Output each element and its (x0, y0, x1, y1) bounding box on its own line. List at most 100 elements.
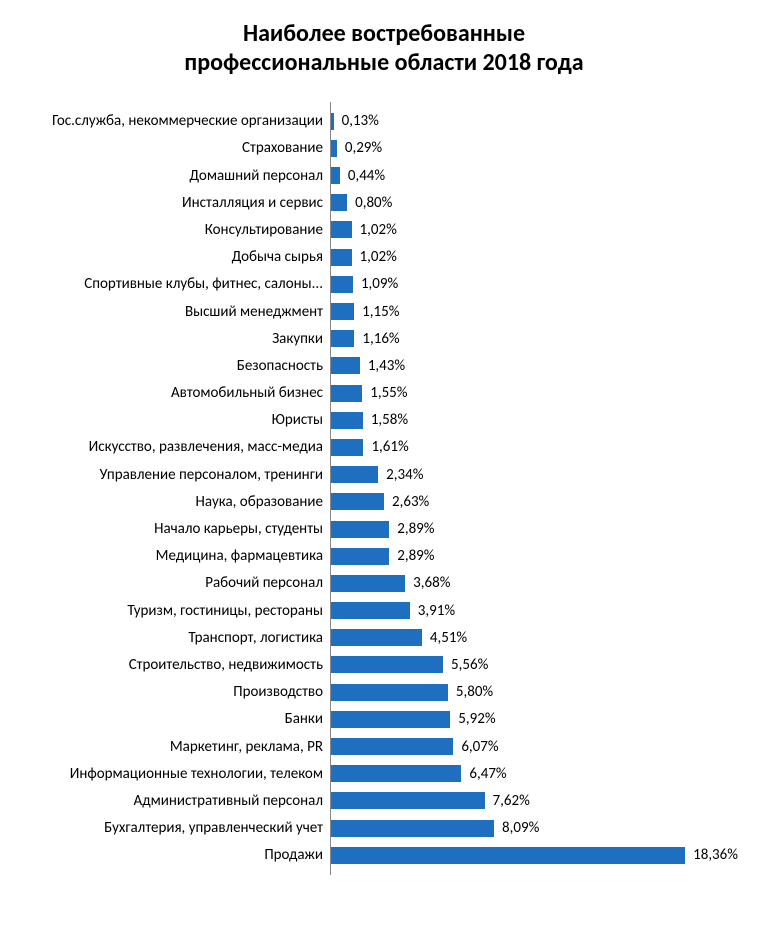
category-label: Безопасность (237, 357, 323, 375)
category-label: Медицина, фармацевтика (156, 547, 323, 565)
bar-row: Автомобильный бизнес1,55% (331, 379, 738, 406)
value-label: 4,51% (430, 629, 467, 647)
value-label: 1,16% (362, 330, 399, 348)
value-label: 8,09% (502, 819, 539, 837)
value-label: 1,09% (361, 275, 398, 293)
bar (331, 466, 378, 483)
category-label: Домашний персонал (189, 167, 323, 185)
bar-row: Транспорт, логистика4,51% (331, 624, 738, 651)
bar-row: Информационные технологии, телеком6,47% (331, 760, 738, 787)
category-label: Добыча сырья (232, 248, 323, 266)
value-label: 1,15% (362, 303, 399, 321)
bar-row: Медицина, фармацевтика2,89% (331, 543, 738, 570)
value-label: 2,63% (392, 493, 429, 511)
bar (331, 738, 453, 755)
category-label: Гос.служба, некоммерческие организации (52, 112, 323, 130)
bar (331, 140, 337, 157)
bar-row: Закупки1,16% (331, 325, 738, 352)
value-label: 1,55% (370, 384, 407, 402)
category-label: Банки (285, 710, 323, 728)
bar-row: Производство5,80% (331, 679, 738, 706)
bar-row: Страхование0,29% (331, 135, 738, 162)
bar-row: Гос.служба, некоммерческие организации0,… (331, 108, 738, 135)
bar (331, 847, 685, 864)
category-label: Производство (233, 683, 323, 701)
category-label: Туризм, гостиницы, рестораны (127, 602, 323, 620)
bar (331, 385, 362, 402)
category-label: Наука, образование (196, 493, 323, 511)
bar (331, 493, 384, 510)
chart-area: Гос.служба, некоммерческие организации 0,… (30, 102, 738, 875)
value-label: 5,56% (451, 656, 488, 674)
category-label: Спортивные клубы, фитнес, салоны... (84, 275, 323, 293)
bar (331, 439, 363, 456)
bar (331, 303, 354, 320)
bar (331, 412, 363, 429)
bar (331, 113, 334, 130)
bar-row: Рабочий персонал3,68% (331, 570, 738, 597)
bar (331, 357, 360, 374)
bar-row: Управление персоналом, тренинги2,34% (331, 461, 738, 488)
bar-row: Строительство, недвижимость5,56% (331, 651, 738, 678)
bar (331, 820, 494, 837)
bar (331, 575, 405, 592)
bar (331, 521, 389, 538)
value-label: 5,80% (456, 683, 493, 701)
value-label: 18,36% (693, 846, 738, 864)
value-label: 0,80% (355, 194, 392, 212)
value-label: 1,43% (368, 357, 405, 375)
category-label: Закупки (272, 330, 323, 348)
bar (331, 221, 352, 238)
value-label: 1,02% (360, 248, 397, 266)
category-label: Высший менеджмент (185, 303, 323, 321)
value-label: 1,61% (371, 438, 408, 456)
bar-row: Банки5,92% (331, 706, 738, 733)
value-label: 6,07% (461, 738, 498, 756)
category-label: Искусство, развлечения, масс-медиа (89, 438, 323, 456)
chart-title: Наиболее востребованные профессиональные… (30, 20, 738, 78)
bar-row: Начало карьеры, студенты2,89% (331, 515, 738, 542)
bar-row: Инсталляция и сервис0,80% (331, 189, 738, 216)
bar (331, 548, 389, 565)
value-label: 6,47% (469, 765, 506, 783)
value-label: 1,02% (360, 221, 397, 239)
value-label: 7,62% (493, 792, 530, 810)
bar-row: Домашний персонал0,44% (331, 162, 738, 189)
value-label: 3,91% (418, 602, 455, 620)
value-label: 0,13% (342, 112, 379, 130)
bar (331, 792, 485, 809)
category-label: Начало карьеры, студенты (154, 520, 323, 538)
bar (331, 602, 410, 619)
value-label: 5,92% (458, 710, 495, 728)
bar (331, 656, 443, 673)
bar (331, 194, 347, 211)
category-label: Инсталляция и сервис (182, 194, 323, 212)
bar (331, 276, 353, 293)
category-label: Транспорт, логистика (188, 629, 323, 647)
category-label: Строительство, недвижимость (129, 656, 323, 674)
bar (331, 711, 450, 728)
bar-row: Маркетинг, реклама, PR6,07% (331, 733, 738, 760)
bar-row: Высший менеджмент1,15% (331, 298, 738, 325)
bar-row: Наука, образование2,63% (331, 488, 738, 515)
value-label: 2,89% (397, 547, 434, 565)
bar-row: Продажи18,36% (331, 842, 738, 869)
value-label: 2,89% (397, 520, 434, 538)
bar-row: Искусство, развлечения, масс-медиа1,61% (331, 434, 738, 461)
chart-plot: Гос.служба, некоммерческие организации0,… (330, 102, 738, 875)
bar (331, 167, 340, 184)
chart-title-line1: Наиболее востребованные (30, 20, 738, 49)
category-label: Юристы (272, 411, 323, 429)
bar (331, 684, 448, 701)
bar-row: Юристы1,58% (331, 407, 738, 434)
category-label: Бухгалтерия, управленческий учет (104, 819, 323, 837)
bar (331, 629, 422, 646)
value-label: 2,34% (386, 466, 423, 484)
bar (331, 330, 354, 347)
bar (331, 249, 352, 266)
category-label: Маркетинг, реклама, PR (170, 738, 323, 756)
bar-row: Туризм, гостиницы, рестораны3,91% (331, 597, 738, 624)
category-label: Рабочий персонал (205, 574, 323, 592)
chart-title-line2: профессиональные области 2018 года (30, 49, 738, 78)
bar (331, 765, 461, 782)
